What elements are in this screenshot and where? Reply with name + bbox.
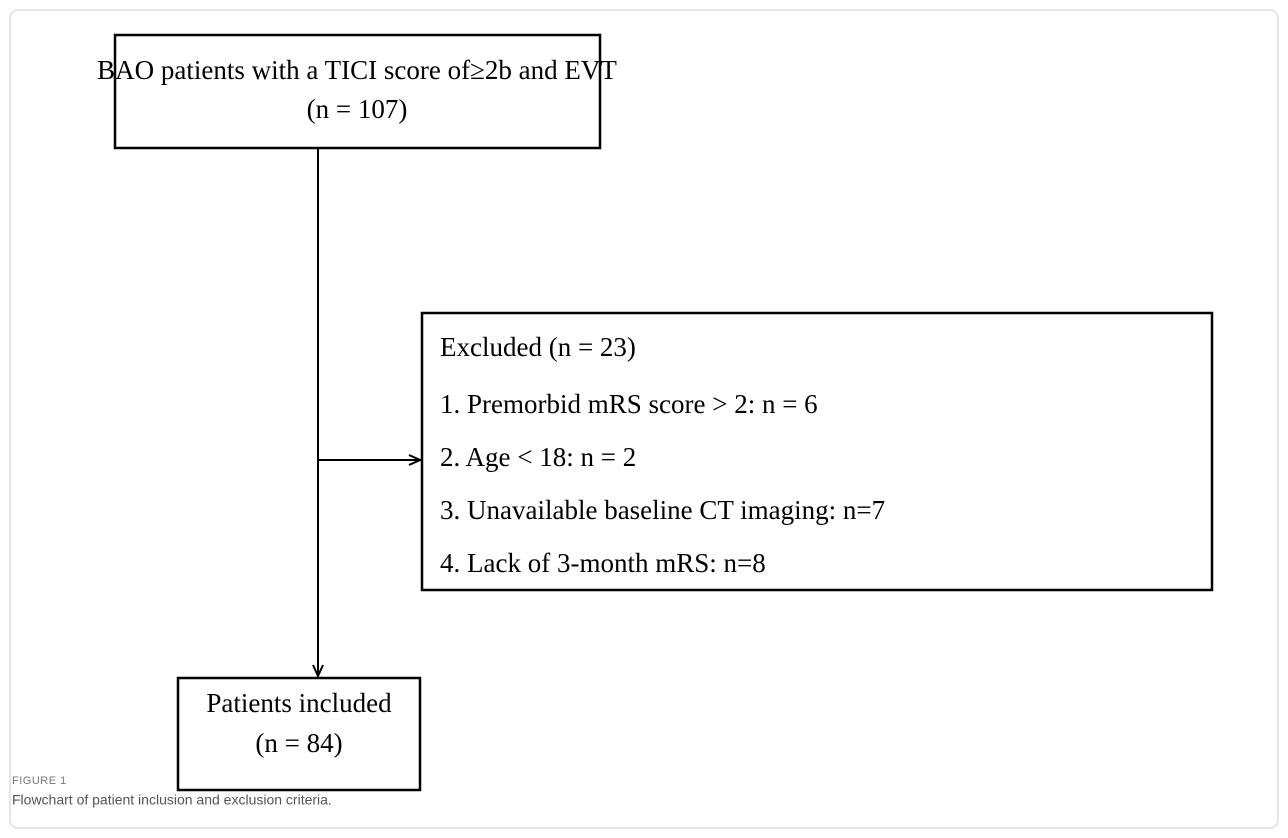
- box-text: Patients included: [206, 688, 392, 718]
- caption-label: FIGURE 1: [12, 775, 67, 787]
- box-text: 2. Age < 18: n = 2: [440, 442, 636, 472]
- box-text: (n = 107): [307, 94, 408, 124]
- box-text: Excluded (n = 23): [440, 332, 636, 362]
- box-text: 3. Unavailable baseline CT imaging: n=7: [440, 495, 885, 525]
- box-excluded: [420, 311, 1214, 592]
- box-text: (n = 84): [255, 728, 342, 758]
- box-included: [176, 676, 422, 792]
- box-text: 1. Premorbid mRS score > 2: n = 6: [440, 389, 818, 419]
- box-start: [113, 33, 602, 150]
- figure-frame: [9, 9, 1279, 829]
- box-text: 4. Lack of 3-month mRS: n=8: [440, 548, 766, 578]
- box-text: BAO patients with a TICI score of≥2b and…: [97, 55, 617, 85]
- caption-text: Flowchart of patient inclusion and exclu…: [12, 792, 332, 808]
